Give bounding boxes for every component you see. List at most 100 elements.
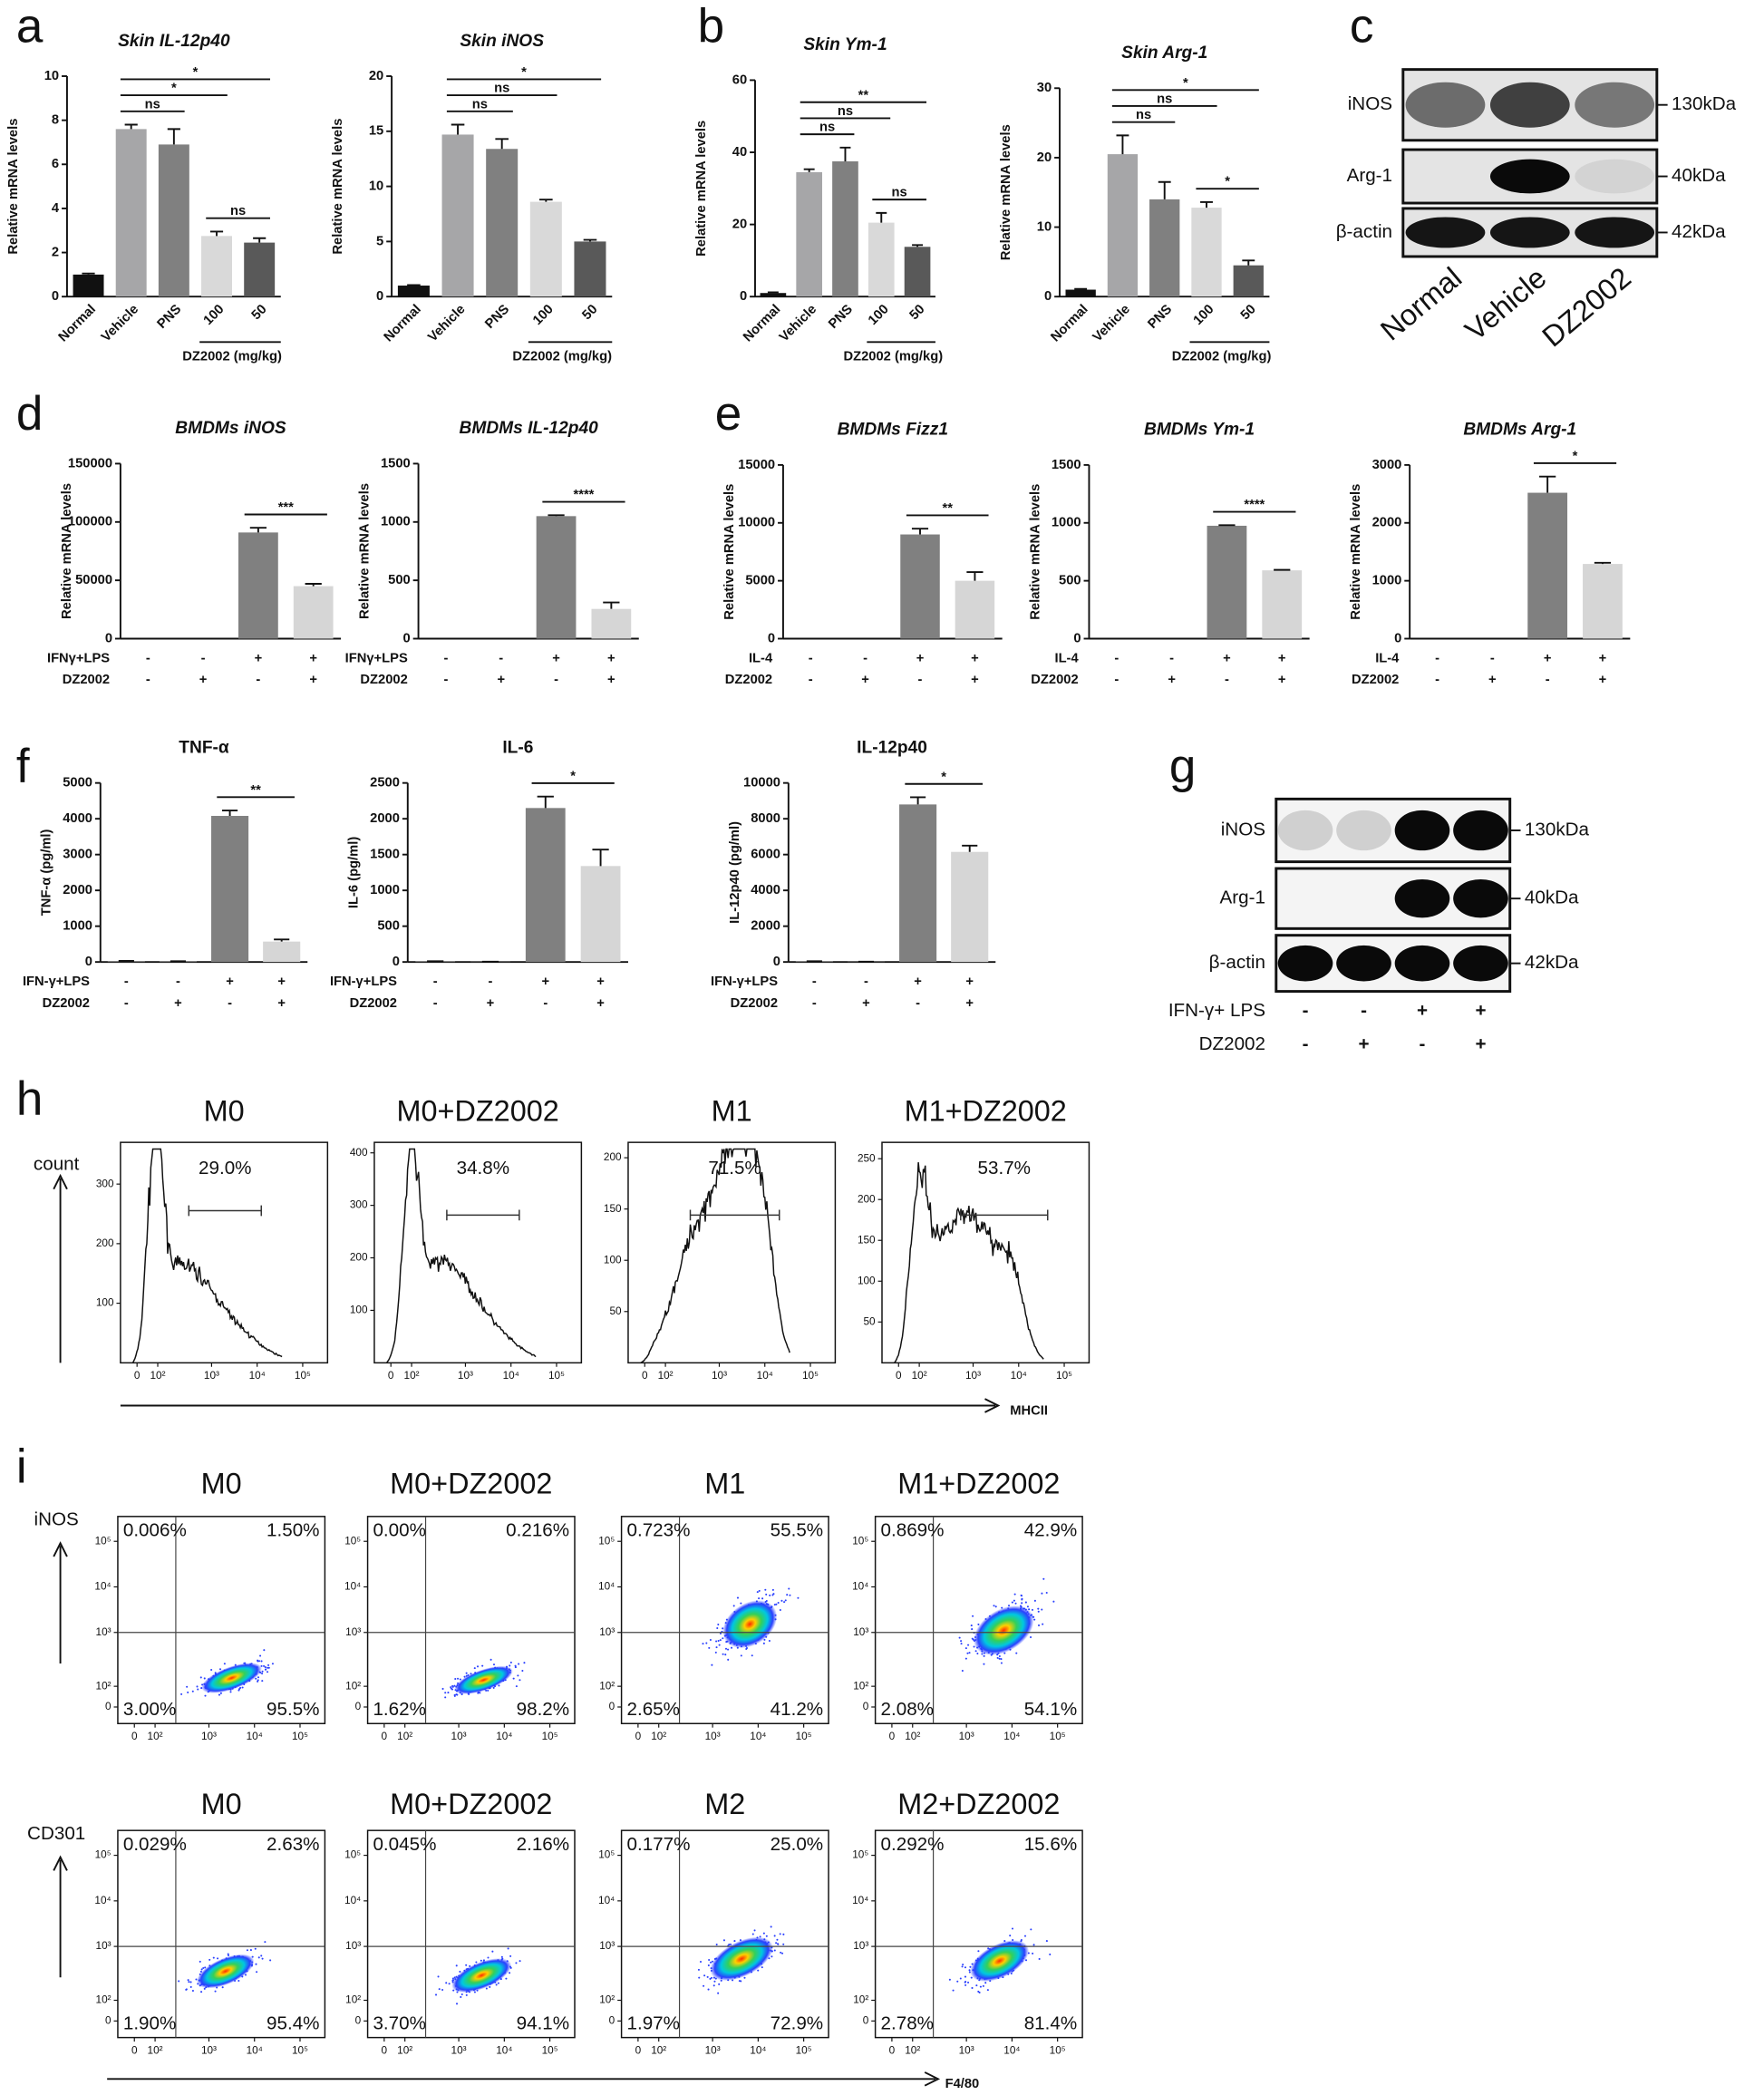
panel-letter: h: [16, 1072, 44, 1126]
event-dot: [757, 1969, 760, 1972]
event-dot: [266, 1671, 269, 1673]
event-dot: [263, 1664, 266, 1667]
event-dot: [710, 1961, 712, 1964]
error-bar: [1539, 475, 1556, 493]
bar: [796, 171, 823, 297]
event-dot: [454, 1678, 457, 1681]
significance-label: **: [250, 783, 261, 798]
event-dot: [1042, 1623, 1044, 1625]
event-dot: [981, 1653, 984, 1655]
error-bar: [583, 238, 597, 242]
event-dot: [777, 1943, 780, 1945]
event-dot: [996, 1656, 999, 1659]
quadrant-label: 0.216%: [506, 1519, 569, 1540]
event-dot: [460, 1993, 463, 1996]
arrow-head: [924, 2071, 941, 2087]
event-dot: [975, 1984, 978, 1987]
y-tick-label: 100: [96, 1297, 114, 1309]
blot-band: [1336, 810, 1391, 851]
event-dot: [481, 1664, 484, 1667]
event-dot: [782, 1933, 785, 1935]
x-tick-label: 10⁴: [1003, 1731, 1020, 1742]
event-dot: [518, 1663, 520, 1665]
condition-sign: -: [1490, 651, 1495, 665]
event-dot: [1042, 1577, 1045, 1580]
plot-frame: [881, 1141, 1090, 1364]
error-bar: [592, 849, 609, 867]
y-tick-label: 8000: [751, 811, 780, 826]
event-dot: [722, 1637, 724, 1640]
condition-label: IFNγ+LPS: [345, 651, 408, 665]
x-tick-label: 10³: [959, 2044, 974, 2056]
event-dot: [218, 1668, 222, 1671]
axis-label: iNOS: [34, 1509, 79, 1530]
x-tick-label: 10⁵: [1056, 1370, 1072, 1382]
y-tick-label: 0: [105, 1701, 111, 1712]
x-tick-label: 0: [134, 1370, 141, 1382]
blot-strip: [1401, 148, 1659, 205]
panel-letter: f: [16, 740, 30, 793]
significance-label: ****: [574, 488, 595, 502]
event-dot: [717, 1992, 720, 1994]
event-dot: [1000, 1662, 1003, 1664]
condition-sign: +: [1417, 1000, 1428, 1021]
error-bar: [167, 128, 180, 145]
y-tick-label: 0: [52, 289, 59, 304]
x-tick-label: 100: [530, 302, 557, 328]
panel-title: M0: [204, 1094, 245, 1127]
condition-sign: +: [965, 996, 974, 1011]
arrow-head: [53, 1541, 68, 1557]
significance-label: ns: [494, 82, 509, 96]
y-tick-label: 50000: [75, 573, 112, 587]
y-axis-label: Relative mRNA levels: [358, 483, 373, 619]
quadrant-label: 2.65%: [626, 1699, 679, 1720]
x-tick-label: PNS: [826, 302, 856, 332]
condition-sign: -: [1169, 651, 1174, 665]
event-dot: [217, 1957, 219, 1960]
event-dot: [261, 1957, 264, 1960]
chart-title: BMDMs iNOS: [175, 419, 286, 438]
event-dot: [724, 1654, 727, 1656]
event-dot: [492, 1663, 496, 1666]
event-dot: [779, 1933, 781, 1935]
y-tick-label: 0: [105, 631, 112, 645]
event-dot: [199, 1960, 201, 1963]
condition-sign: -: [1546, 673, 1550, 687]
y-tick-label: 0: [393, 955, 400, 969]
error-bar: [1242, 259, 1255, 266]
condition-sign: -: [916, 996, 920, 1011]
y-tick-label: 0: [85, 955, 92, 969]
event-dot: [195, 1978, 198, 1981]
x-tick-label: 10³: [204, 1370, 219, 1382]
event-dot: [202, 1966, 205, 1970]
gate-label: 71.5%: [708, 1158, 761, 1178]
group-label: DZ2002 (mg/kg): [844, 349, 944, 364]
density-core: [710, 1936, 773, 1981]
panel-title: M2: [704, 1788, 745, 1820]
x-tick-label: 10⁴: [750, 2044, 766, 2056]
y-tick-label: 6: [52, 157, 59, 171]
x-tick-label: 10⁴: [750, 1731, 766, 1742]
y-tick-label: 15000: [738, 458, 775, 472]
y-tick-label: 10⁵: [598, 1849, 615, 1861]
panel-title: M0: [201, 1467, 242, 1499]
event-dot: [1020, 1594, 1023, 1596]
x-tick-label: 10²: [397, 2044, 412, 2056]
error-bar: [1158, 180, 1171, 199]
event-dot: [708, 1958, 711, 1962]
y-tick-label: 60: [732, 73, 747, 87]
condition-sign: +: [541, 975, 549, 989]
condition-sign: +: [971, 673, 979, 687]
bar: [244, 242, 276, 297]
gate-bar: [188, 1205, 262, 1217]
event-dot: [740, 1980, 742, 1983]
event-dot: [967, 1981, 970, 1983]
event-dot: [972, 1615, 974, 1617]
x-tick-label: 10⁵: [1050, 1731, 1066, 1742]
event-dot: [776, 1938, 779, 1941]
event-dot: [229, 1691, 232, 1693]
event-dot: [460, 1995, 462, 1998]
event-dot: [1032, 1944, 1035, 1946]
event-dot: [491, 1950, 494, 1953]
y-tick-label: 200: [604, 1151, 622, 1163]
